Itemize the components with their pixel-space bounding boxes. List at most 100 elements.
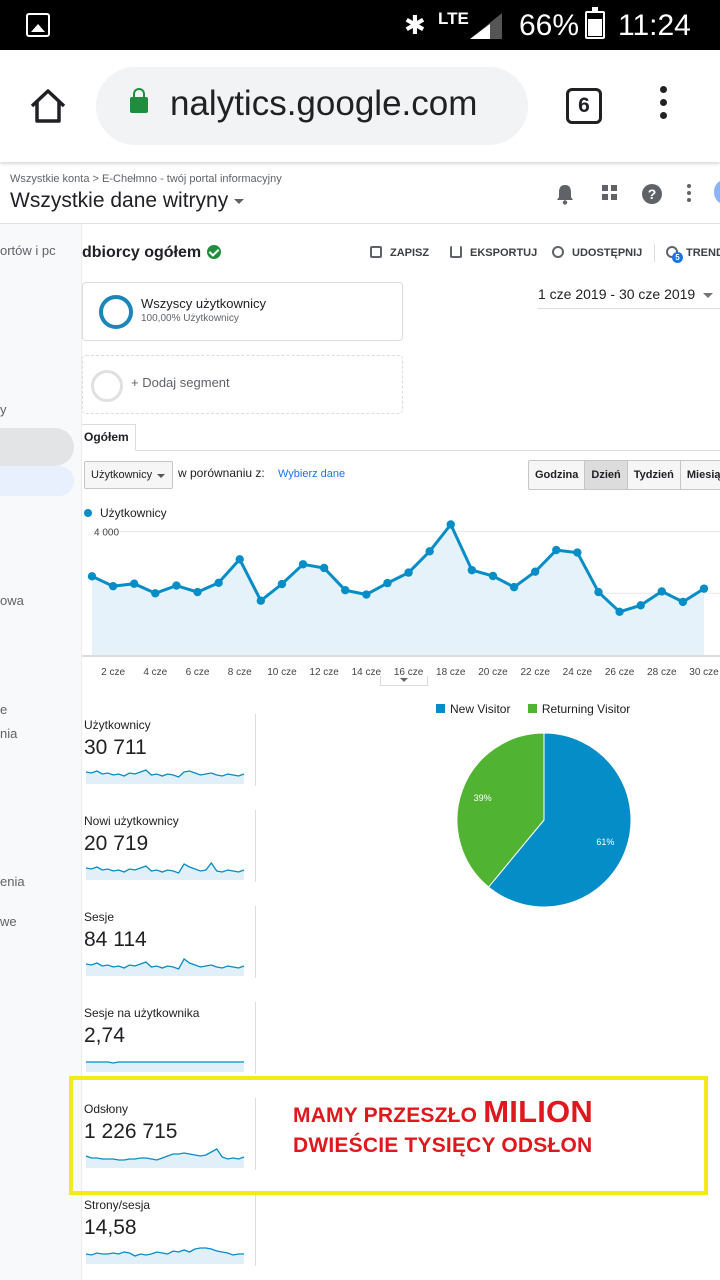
left-navigation: ortów i pc y owa e nia enia we [0,224,82,1280]
bluetooth-icon: ✱ [404,11,426,41]
nav-fragment[interactable]: ortów i pc [0,243,56,258]
nav-selected-section[interactable] [0,428,74,466]
metric-label: Nowi użytkownicy [84,814,179,828]
data-point [151,589,160,598]
browser-toolbar: nalytics.google.com 6 [0,50,720,162]
data-point [615,607,624,616]
help-icon[interactable]: ? [641,183,663,205]
data-point [319,563,329,573]
status-bar: ✱ LTE 66% 11:24 [0,0,720,50]
segment-placeholder-icon [91,370,123,402]
sparkline [86,958,245,976]
nav-selected-item[interactable] [0,466,74,496]
granularity-day[interactable]: Dzień [585,461,628,489]
apps-grid-icon[interactable] [601,183,619,203]
chart-resize-handle[interactable] [380,676,428,686]
sparkline [86,1247,244,1264]
granularity-hour[interactable]: Godzina [529,461,586,489]
metric-dropdown[interactable]: Użytkownicy [84,461,173,489]
insights-button[interactable]: 5 TREND [666,246,720,263]
data-point [552,545,561,555]
chevron-down-icon [234,198,245,204]
metric-card[interactable]: Odsłony 1 226 715 [82,1102,262,1182]
data-point [362,590,371,599]
data-point [509,582,519,592]
data-point [256,596,266,605]
share-button[interactable]: UDOSTĘPNIJ [552,246,642,259]
chart-legend: Użytkownicy [84,506,167,520]
view-selector[interactable]: Wszystkie dane witryny [10,189,245,213]
x-tick-label: 26 cze [605,667,635,678]
data-point [383,578,392,588]
nav-fragment[interactable]: e [0,702,8,717]
data-point [573,548,582,557]
x-tick-label: 10 cze [267,667,297,678]
segment-card[interactable]: Wszyscy użytkownicy 100,00% Użytkownicy [82,282,403,341]
sparkline [86,1061,244,1072]
compare-label: w porównaniu z: [178,466,265,480]
address-bar[interactable]: nalytics.google.com [96,67,528,145]
nav-fragment[interactable]: nia [0,726,18,741]
network-type: LTE [438,9,469,28]
export-button[interactable]: EKSPORTUJ [450,246,537,259]
metric-value: 84 114 [84,928,147,951]
metric-divider [255,810,256,882]
url-text[interactable]: nalytics.google.com [170,84,478,123]
overflow-menu-icon[interactable] [660,86,668,126]
add-segment-button[interactable]: + Dodaj segment [82,355,403,414]
chevron-down-icon [157,474,165,478]
more-vert-icon[interactable] [686,183,692,203]
metric-card[interactable]: Strony/sesja 14,58 [82,1198,262,1278]
nav-fragment[interactable]: enia [0,874,25,889]
promo-annotation: MAMY PRZESZŁO MILION DWIEŚCIE TYSIĘCY OD… [293,1094,593,1158]
bell-icon[interactable] [555,183,575,205]
x-tick-label: 20 cze [478,667,508,678]
data-point [193,587,202,597]
promo-text-milion: MILION [483,1094,593,1129]
tab-switcher-button[interactable]: 6 [566,88,602,124]
y-tick-label: 4 000 [94,528,119,539]
x-tick-label: 30 cze [689,667,719,678]
nav-fragment[interactable]: y [0,402,7,417]
granularity-month[interactable]: Miesiąc [686,469,720,481]
metric-divider [255,1194,256,1266]
legend-returning-visitor: Returning Visitor [541,702,631,716]
data-point [425,547,434,556]
highlight-frame [69,1076,708,1195]
data-point [108,581,118,591]
avatar[interactable] [714,180,720,204]
legend-swatch-returning [527,704,537,713]
x-tick-label: 24 cze [563,667,593,678]
data-point [172,581,181,590]
granularity-toggle: Godzina Dzień Tydzień Miesiąc [528,460,720,490]
x-tick-label: 4 cze [143,667,167,678]
metric-card[interactable]: Nowi użytkownicy 20 719 [82,814,262,894]
metric-card[interactable]: Użytkownicy 30 711 [82,718,262,798]
home-icon[interactable] [28,87,68,125]
metric-label: Odsłony [84,1102,129,1116]
analytics-header: Wszystkie konta > E-Chełmno - twój porta… [0,162,720,224]
data-point [277,579,287,589]
explorer-tabs: Ogółem [82,424,720,451]
data-point [657,587,666,596]
pie-legend: New Visitor Returning Visitor [436,702,630,716]
nav-fragment[interactable]: owa [0,593,24,608]
x-tick-label: 22 cze [520,667,550,678]
tab-overview[interactable]: Ogółem [82,424,136,451]
data-point [87,572,97,581]
pie-slice [456,732,545,888]
breadcrumb[interactable]: Wszystkie konta > E-Chełmno - twój porta… [10,173,282,185]
view-name: Wszystkie dane witryny [10,189,229,212]
data-point [235,555,244,564]
date-range-picker[interactable]: 1 cze 2019 - 30 cze 2019 [538,286,720,309]
share-icon [552,246,564,258]
metric-card[interactable]: Sesje na użytkownika 2,74 [82,1006,262,1086]
data-point [214,578,223,587]
metric-card[interactable]: Sesje 84 114 [82,910,262,990]
insights-icon: 5 [666,246,683,263]
save-button[interactable]: ZAPISZ [370,246,429,259]
nav-fragment[interactable]: we [0,914,17,929]
metric-value: 2,74 [84,1024,125,1047]
select-metric-link[interactable]: Wybierz dane [278,468,346,480]
granularity-week[interactable]: Tydzień [628,461,681,489]
